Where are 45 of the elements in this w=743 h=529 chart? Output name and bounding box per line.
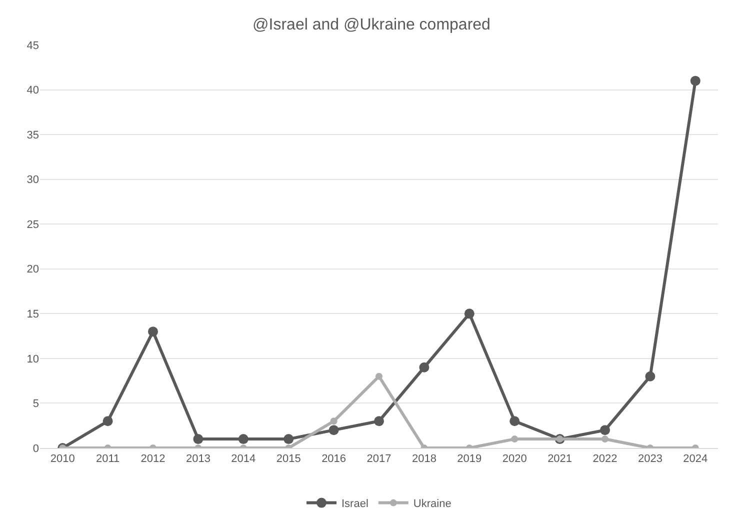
x-tick-label: 2020 — [502, 453, 527, 466]
y-tick-label: 15 — [26, 308, 39, 321]
x-tick-label: 2011 — [96, 453, 120, 466]
point — [464, 308, 474, 319]
point — [238, 434, 248, 444]
x-tick-label: 2018 — [412, 453, 436, 466]
y-tick-label: 40 — [26, 84, 39, 97]
point — [102, 416, 113, 426]
x-tick-label: 2024 — [683, 453, 708, 466]
point — [602, 436, 608, 443]
point — [690, 76, 700, 86]
point — [600, 425, 610, 436]
x-tick-label: 2016 — [322, 453, 346, 466]
legend-label: Ukraine — [413, 498, 452, 510]
chart-title: @Israel and @Ukraine compared — [252, 16, 490, 34]
x-tick-label: 2017 — [366, 453, 392, 466]
y-tick-label: 0 — [32, 442, 39, 455]
x-tick-label: 2012 — [140, 453, 166, 466]
point — [284, 434, 294, 444]
legend-label: Israel — [342, 498, 368, 510]
y-tick-label: 35 — [26, 129, 39, 142]
point — [376, 372, 382, 380]
point — [645, 371, 656, 382]
point — [148, 326, 158, 337]
point — [374, 416, 384, 426]
x-tick-label: 2022 — [592, 453, 618, 466]
x-tick-label: 2023 — [638, 453, 662, 466]
y-tick-label: 25 — [26, 218, 39, 231]
point — [511, 436, 518, 443]
y-tick-label: 10 — [26, 353, 39, 366]
x-tick-label: 2019 — [457, 453, 482, 466]
x-tick-label: 2015 — [276, 453, 301, 466]
point — [419, 362, 430, 372]
point — [510, 416, 520, 426]
x-tick-label: 2013 — [186, 453, 210, 466]
y-tick-label: 20 — [26, 264, 39, 276]
point — [193, 434, 204, 444]
y-tick-label: 30 — [26, 174, 39, 186]
y-tick-label: 45 — [26, 40, 39, 52]
x-tick-label: 2021 — [548, 453, 572, 466]
y-tick-label: 5 — [32, 398, 39, 410]
point — [330, 418, 338, 425]
x-tick-label: 2014 — [231, 453, 256, 466]
point — [328, 425, 339, 436]
x-tick-label: 2010 — [50, 453, 75, 466]
